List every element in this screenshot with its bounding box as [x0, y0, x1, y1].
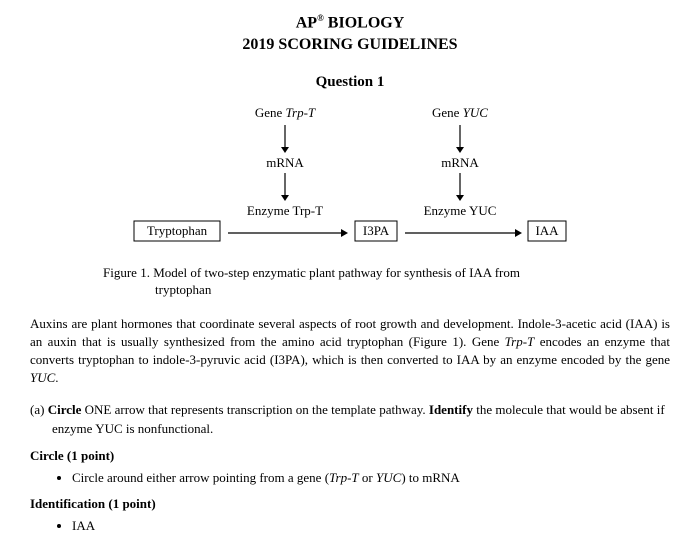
para-seg3: . [55, 370, 58, 385]
svg-text:Gene YUC: Gene YUC [432, 105, 488, 120]
svg-text:mRNA: mRNA [441, 155, 479, 170]
svg-text:Tryptophan: Tryptophan [147, 223, 208, 238]
pathway-diagram: Gene Trp-T Gene YUC mRNA mRNA Enzyme Trp-T En… [130, 105, 570, 250]
circle-bullet-list: Circle around either arrow pointing from… [30, 470, 670, 486]
cb-mid: or [359, 470, 376, 485]
question-a: (a) Circle ONE arrow that represents tra… [30, 401, 670, 437]
svg-text:mRNA: mRNA [266, 155, 304, 170]
header-line1-post: BIOLOGY [324, 14, 404, 31]
svg-text:I3PA: I3PA [363, 223, 390, 238]
ident-bullet: IAA [72, 518, 670, 534]
svg-text:Enzyme YUC: Enzyme YUC [424, 203, 497, 218]
cb-pre: Circle around either arrow pointing from… [72, 470, 329, 485]
para-gene2: YUC [30, 370, 55, 385]
qa-label: (a) [30, 402, 48, 417]
para-gene1: Trp-T [505, 334, 535, 349]
qa-mid1: ONE arrow that represents transcription … [81, 402, 429, 417]
question-title: Question 1 [30, 74, 670, 91]
circle-scoring-label: Circle (1 point) [30, 448, 670, 464]
ident-bullet-list: IAA [30, 518, 670, 534]
header-line1-pre: AP [296, 14, 317, 31]
qa-bold1: Circle [48, 402, 82, 417]
svg-text:Gene Trp-T: Gene Trp-T [255, 105, 316, 120]
ident-scoring-label: Identification (1 point) [30, 496, 670, 512]
circle-bullet: Circle around either arrow pointing from… [72, 470, 670, 486]
registered-mark: ® [317, 13, 324, 23]
intro-paragraph: Auxins are plant hormones that coordinat… [30, 315, 670, 388]
header-line2: 2019 SCORING GUIDELINES [242, 36, 457, 53]
cb-it2: YUC [376, 470, 401, 485]
svg-text:IAA: IAA [535, 223, 559, 238]
document-page: AP® BIOLOGY 2019 SCORING GUIDELINES Ques… [0, 0, 700, 554]
cb-it1: Trp-T [329, 470, 359, 485]
page-header: AP® BIOLOGY 2019 SCORING GUIDELINES [30, 12, 670, 56]
figure-caption: Figure 1. Model of two-step enzymatic pl… [125, 264, 575, 299]
qa-bold2: Identify [429, 402, 473, 417]
diagram-svg: Gene Trp-T Gene YUC mRNA mRNA Enzyme Trp-T En… [130, 105, 570, 245]
svg-text:Enzyme Trp-T: Enzyme Trp-T [247, 203, 323, 218]
cb-post: ) to mRNA [401, 470, 460, 485]
caption-text: Figure 1. Model of two-step enzymatic pl… [103, 265, 520, 298]
